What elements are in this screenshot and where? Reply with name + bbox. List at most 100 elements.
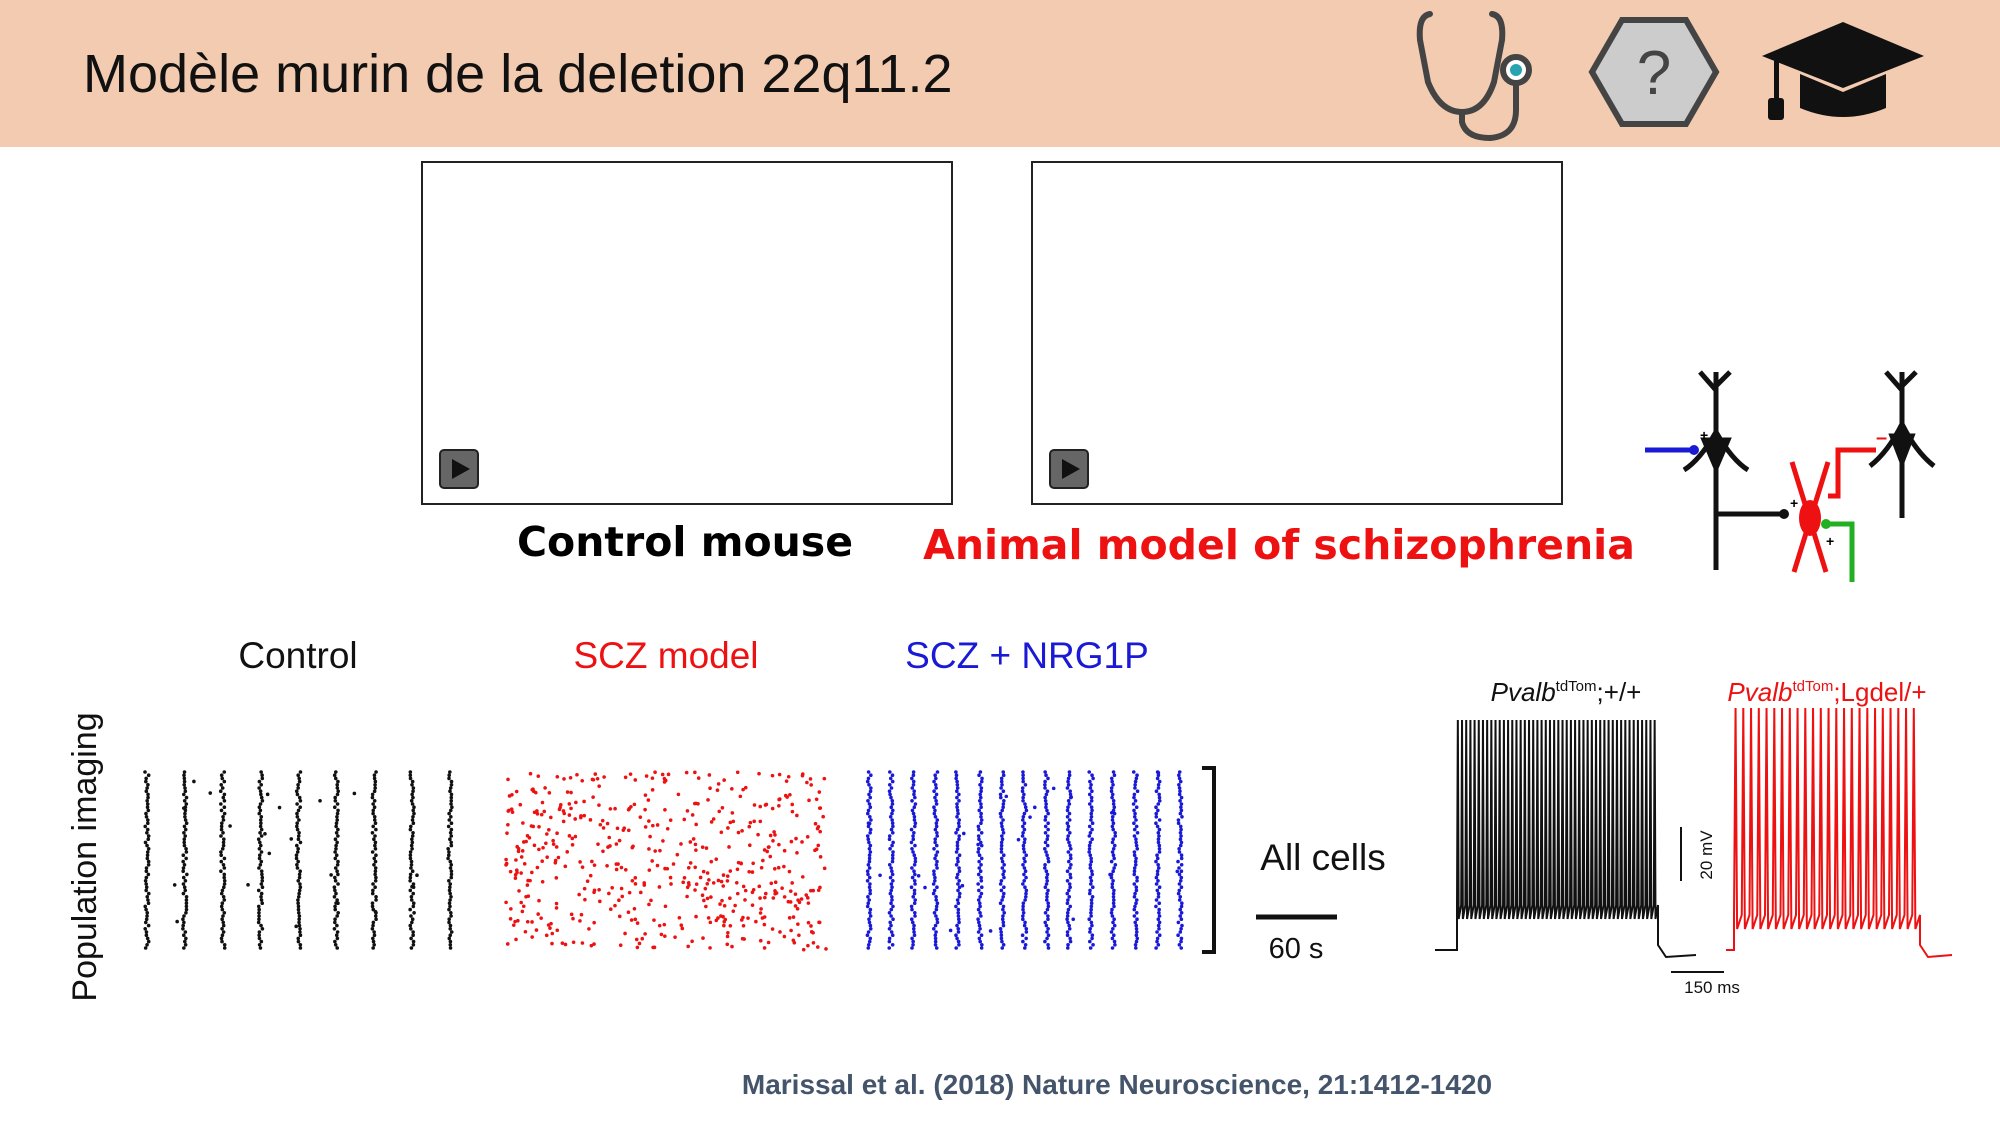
spike-dot [296, 939, 301, 944]
spike-dot [1002, 875, 1006, 880]
spike-dot [1179, 911, 1184, 915]
spike-dot [409, 898, 414, 902]
spike-dot [335, 783, 340, 787]
spike-dot [411, 821, 416, 825]
spike-dot [1109, 810, 1114, 815]
video-player[interactable] [421, 161, 953, 505]
spike-dot [868, 831, 872, 835]
spike-dot [1087, 843, 1092, 848]
voltage-trace [1435, 719, 1697, 959]
spike-dot [506, 777, 510, 782]
spike-dot [181, 891, 186, 896]
spike-dot [263, 832, 267, 836]
spike-dot [800, 840, 804, 844]
spike-dot [448, 946, 453, 950]
spike-dot [222, 911, 227, 915]
spike-dot [371, 888, 375, 893]
spike-dot [824, 947, 828, 951]
graduation-icon[interactable] [1762, 22, 1924, 120]
spike-dot [818, 806, 823, 810]
help-icon[interactable]: ? [1588, 17, 1720, 127]
spike-dot [146, 808, 151, 813]
spike-dot [1071, 917, 1076, 922]
spike-dot [1043, 786, 1047, 790]
spike-dot [220, 939, 224, 944]
spike-dot [257, 917, 261, 921]
spike-dot [934, 786, 938, 790]
spike-dot [172, 883, 177, 887]
spike-dot [935, 917, 939, 921]
spike-dot [182, 770, 187, 774]
spike-dot [1067, 773, 1072, 777]
spike-dot [298, 933, 303, 937]
spike-dot [912, 930, 916, 934]
stethoscope-icon[interactable] [1416, 11, 1532, 142]
spike-dot [447, 850, 451, 854]
spike-dot [449, 911, 453, 915]
spike-dot [912, 933, 917, 937]
spike-dot [865, 811, 870, 816]
spike-dot [1001, 907, 1005, 912]
spike-dot [1176, 859, 1180, 864]
spike-dot [525, 883, 530, 887]
spike-dot [979, 802, 983, 806]
spike-dot [1132, 853, 1137, 857]
spike-dot [646, 798, 651, 802]
spike-dot [1154, 875, 1159, 880]
spike-dot [412, 911, 416, 915]
spike-dot [373, 783, 377, 787]
spike-dot [218, 789, 223, 793]
spike-dot [1110, 914, 1115, 918]
spike-dot [1000, 866, 1005, 870]
spike-dot [1043, 824, 1048, 829]
spike-dot [372, 933, 377, 937]
spike-dot [955, 847, 960, 851]
spike-dot [507, 808, 511, 813]
spike-dot [1179, 936, 1184, 941]
spike-dot [788, 900, 793, 904]
spike-dot [866, 824, 871, 829]
spike-dot [449, 930, 454, 934]
spike-dot [259, 770, 263, 774]
spike-dot [1134, 911, 1139, 915]
video-player[interactable] [1031, 161, 1563, 505]
spike-dot [335, 863, 340, 867]
spike-dot [514, 858, 518, 862]
spike-dot [979, 879, 984, 883]
spike-dot [410, 783, 414, 787]
spike-dot [912, 891, 917, 896]
spike-dot [143, 920, 148, 925]
spike-dot [562, 811, 567, 816]
spike-dot [257, 805, 262, 809]
spike-dot [811, 888, 816, 893]
spike-dot [999, 936, 1004, 941]
spike-dot [1156, 879, 1160, 883]
spike-dot [957, 869, 962, 873]
spike-dot [182, 914, 186, 918]
spike-dot [220, 888, 225, 893]
spike-dot [372, 799, 377, 803]
spike-dot [145, 856, 150, 861]
spike-dot [633, 876, 638, 880]
spike-dot [1176, 821, 1181, 825]
spike-dot [1024, 875, 1028, 880]
spike-dot [555, 831, 559, 836]
spike-dot [1112, 888, 1116, 893]
spike-dot [910, 946, 914, 950]
spike-dot [256, 837, 261, 841]
spike-dot [1002, 799, 1006, 803]
spike-dot [1089, 783, 1093, 787]
spike-dot [806, 943, 810, 948]
spike-dot [448, 898, 452, 902]
spike-dot [588, 818, 593, 822]
spike-dot [933, 783, 938, 787]
spike-dot [1023, 898, 1027, 902]
spike-dot [1000, 824, 1004, 829]
spike-dot [1156, 770, 1161, 775]
spike-dot [662, 922, 667, 927]
spike-dot [1179, 840, 1184, 845]
spike-dot [1042, 866, 1047, 870]
spike-dot [545, 855, 549, 859]
spike-dot [1111, 799, 1116, 803]
spike-dot [554, 876, 559, 880]
